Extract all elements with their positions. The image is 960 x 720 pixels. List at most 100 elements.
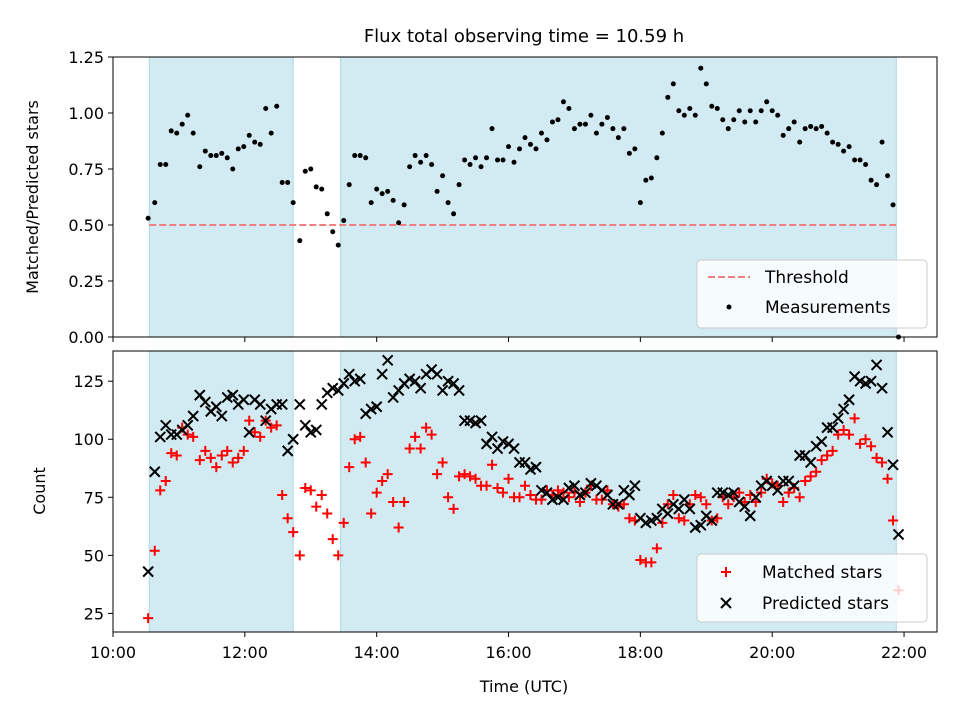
predicted-star-point: [199, 396, 211, 408]
matched-star-point: [525, 489, 536, 500]
measurement-point: [230, 166, 236, 172]
measurement-point: [868, 177, 874, 183]
measurement-point: [742, 119, 748, 125]
predicted-star-point: [238, 394, 250, 406]
predicted-star-point: [294, 398, 306, 411]
y-tick-label: 125: [73, 372, 104, 391]
measurement-point: [263, 106, 269, 112]
predicted-star-point: [392, 384, 405, 397]
measurement-point: [379, 191, 385, 197]
predicted-star-point: [414, 382, 427, 394]
measurement-point: [604, 114, 610, 120]
matched-star-point: [155, 485, 166, 496]
predicted-star-point: [826, 421, 839, 434]
matched-star-point: [393, 522, 404, 533]
predicted-star-point: [387, 391, 399, 404]
predicted-star-point: [837, 403, 850, 415]
predicted-star-point: [160, 419, 172, 432]
matched-star-point: [160, 476, 171, 487]
y-tick-label: 75: [84, 488, 104, 507]
matched-star-point: [233, 452, 244, 463]
measurement-point: [797, 139, 803, 145]
x-tick-label: 20:00: [749, 643, 795, 662]
measurement-point: [213, 153, 219, 159]
matched-star-point: [294, 550, 305, 561]
predicted-star-point: [381, 354, 394, 366]
measurement-point: [335, 242, 341, 248]
predicted-star-point: [568, 479, 581, 492]
matched-star-point: [487, 459, 498, 470]
matched-star-point: [498, 487, 509, 498]
matched-star-point: [783, 487, 794, 498]
matched-star-point: [388, 496, 399, 507]
predicted-star-point: [475, 414, 487, 427]
predicted-star-point: [243, 426, 255, 438]
legend-matched-label: Matched stars: [762, 563, 882, 583]
shaded-interval: [149, 351, 294, 632]
predicted-star-point: [843, 394, 855, 406]
matched-star-point: [596, 494, 607, 505]
measurement-point: [676, 108, 682, 114]
matched-star-point: [657, 517, 668, 528]
predicted-star-point: [453, 384, 465, 397]
x-axis-label: Time (UTC): [479, 677, 568, 696]
predicted-star-point: [788, 479, 800, 492]
measurement-point: [835, 141, 841, 147]
measurement-point: [599, 121, 605, 127]
measurement-point: [621, 126, 627, 132]
predicted-star-point: [870, 359, 883, 371]
measurement-point: [308, 166, 314, 172]
top-axes-frame: [112, 56, 938, 338]
matched-star-point: [668, 489, 679, 500]
matched-star-point: [723, 499, 734, 510]
matched-star-point: [415, 443, 426, 454]
measurement-point: [764, 99, 770, 105]
measurement-point: [890, 202, 896, 208]
measurement-point: [566, 106, 572, 112]
matched-star-point: [338, 517, 349, 528]
matched-star-point: [360, 457, 371, 468]
matched-star-point: [266, 422, 277, 433]
y-tick-label: 0.50: [68, 216, 104, 235]
matched-star-point: [838, 424, 849, 435]
matched-star-point: [255, 431, 266, 442]
measurement-point: [802, 126, 808, 132]
predicted-star-point: [832, 412, 844, 425]
y-tick-label: 25: [84, 604, 104, 623]
matched-star-point: [695, 492, 706, 503]
matched-star-point: [322, 508, 333, 519]
matched-star-point: [492, 483, 503, 494]
measurement-point: [274, 103, 280, 109]
measurement-point: [390, 197, 396, 203]
matched-star-point: [882, 473, 893, 484]
matched-star-point: [288, 527, 299, 538]
measurement-point: [544, 137, 550, 143]
predicted-star-point: [876, 382, 888, 394]
measurement-point: [654, 155, 660, 161]
measurement-point: [190, 130, 196, 136]
matched-star-point: [503, 473, 514, 484]
matched-star-point: [200, 445, 211, 456]
y-tick-label: 50: [84, 546, 104, 565]
measurement-point: [731, 117, 737, 123]
matched-star-point: [171, 450, 182, 461]
matched-star-point: [222, 445, 233, 456]
measurement-point: [324, 211, 330, 217]
measurement-point: [648, 175, 654, 181]
measurement-point: [202, 148, 208, 154]
matched-star-point: [216, 450, 227, 461]
predicted-star-point: [370, 401, 383, 413]
matched-star-point: [432, 469, 443, 480]
matched-star-point: [811, 466, 822, 477]
measurement-point: [440, 173, 446, 179]
measurement-point: [643, 177, 649, 183]
measurement-point: [517, 146, 523, 152]
measurement-point: [560, 99, 566, 105]
bottom-axes-frame: [112, 350, 938, 633]
predicted-star-point: [343, 368, 355, 380]
matched-star-point: [701, 499, 712, 510]
predicted-star-point: [673, 503, 685, 515]
matched-star-point: [465, 471, 476, 482]
matched-star-point: [618, 499, 629, 510]
